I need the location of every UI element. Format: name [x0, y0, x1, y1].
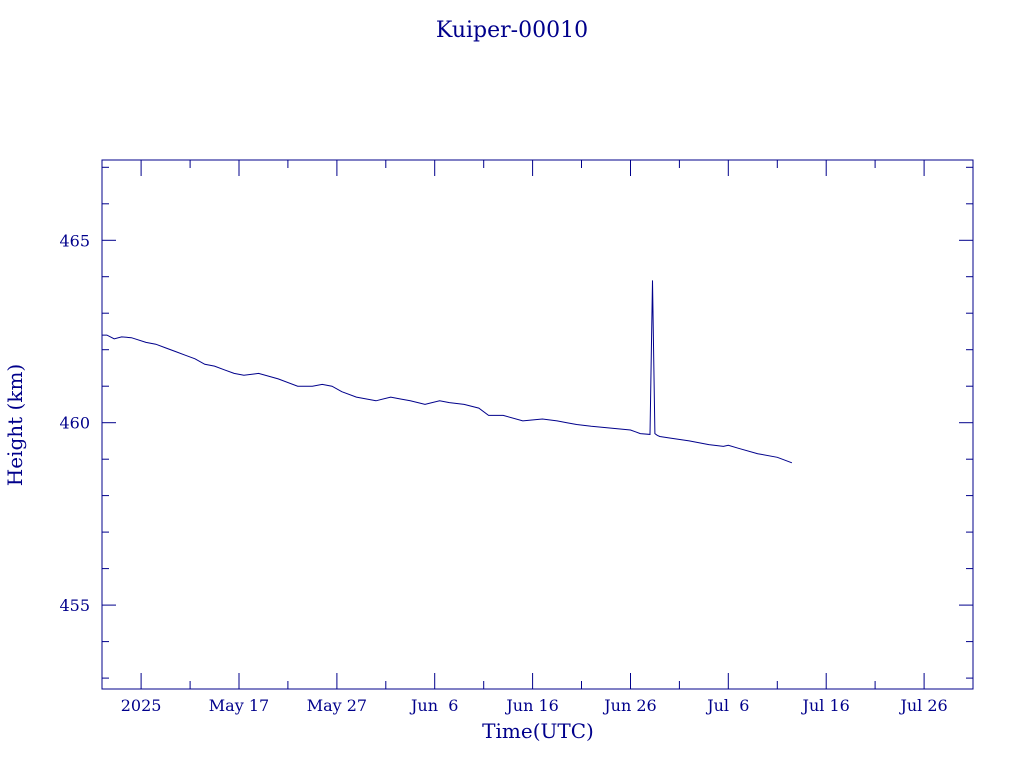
series-line-0 — [102, 280, 793, 464]
x-tick-label: Jul 6 — [705, 696, 749, 715]
chart-title: Kuiper-00010 — [436, 18, 588, 43]
x-axis-ticks — [140, 160, 974, 689]
x-axis-tick-labels: 2025 May 17 May 27 Jun 6 Jun 16 Jun 26 Jul 6 Ju… — [121, 696, 948, 715]
plot-frame — [101, 159, 974, 690]
x-tick-label: Jun 26 — [602, 696, 656, 715]
y-axis-ticks — [102, 166, 973, 679]
series-group — [102, 280, 793, 464]
y-axis-label: Height (km) — [3, 364, 27, 486]
x-tick-label: 2025 — [121, 696, 162, 715]
x-tick-label: May 27 — [307, 696, 367, 715]
y-tick-label: 465 — [59, 231, 90, 250]
x-tick-label: Jul 16 — [801, 696, 850, 715]
x-tick-label: May 17 — [209, 696, 269, 715]
x-tick-label: Jun 6 — [409, 696, 458, 715]
x-tick-label: Jun 16 — [504, 696, 558, 715]
y-tick-label: 460 — [59, 414, 90, 433]
x-tick-label: Jul 26 — [898, 696, 947, 715]
y-tick-label: 455 — [59, 596, 90, 615]
y-axis-tick-labels: 455 460 465 — [59, 231, 90, 615]
x-axis-label: Time(UTC) — [482, 719, 594, 743]
